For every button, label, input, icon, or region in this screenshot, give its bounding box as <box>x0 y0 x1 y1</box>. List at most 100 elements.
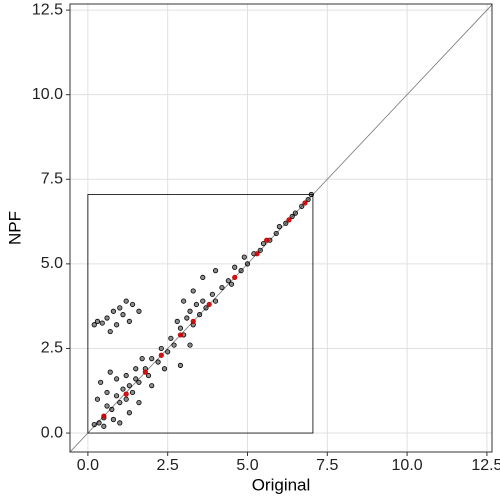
point <box>241 254 247 260</box>
point <box>161 366 168 372</box>
point <box>158 345 164 352</box>
point <box>206 301 212 308</box>
point <box>136 308 142 314</box>
point <box>283 220 289 226</box>
point <box>257 247 263 253</box>
point <box>286 217 292 223</box>
point <box>104 403 110 409</box>
point <box>171 342 177 348</box>
point <box>260 240 267 247</box>
point <box>99 320 105 326</box>
y-tick-label: 0.0 <box>41 424 63 441</box>
x-axis-title: Original <box>252 475 311 494</box>
point <box>273 230 279 237</box>
point <box>126 318 132 324</box>
point <box>91 322 97 328</box>
point <box>114 376 120 382</box>
point <box>158 352 164 358</box>
point <box>225 278 231 284</box>
point <box>149 356 155 362</box>
point <box>117 399 123 406</box>
point <box>200 274 206 281</box>
point <box>145 372 152 379</box>
box <box>87 194 314 434</box>
point <box>123 298 129 304</box>
point <box>197 312 203 318</box>
point <box>177 332 184 338</box>
point <box>219 284 225 291</box>
point <box>200 298 206 304</box>
point <box>264 237 270 243</box>
point <box>302 200 308 206</box>
y-tick-label: 12.5 <box>32 1 63 18</box>
point <box>184 315 190 321</box>
point <box>187 308 193 314</box>
point <box>126 383 132 389</box>
y-axis-title: NPF <box>5 211 24 245</box>
point <box>155 359 161 365</box>
point <box>109 406 115 412</box>
point <box>174 318 180 324</box>
point <box>98 379 104 385</box>
point <box>120 312 126 318</box>
point <box>190 288 196 294</box>
point <box>110 308 117 314</box>
point <box>190 318 196 324</box>
point <box>254 251 260 257</box>
point <box>104 389 110 396</box>
point <box>129 301 136 308</box>
point <box>133 366 139 372</box>
x-tick-label: 0.0 <box>77 457 99 474</box>
point <box>232 274 238 281</box>
point <box>104 315 110 321</box>
point <box>289 213 295 220</box>
point <box>101 423 107 429</box>
point <box>94 318 101 324</box>
point <box>107 369 113 375</box>
point <box>238 268 244 274</box>
point <box>114 393 120 399</box>
y-tick-label: 10.0 <box>32 86 63 103</box>
point <box>187 342 193 348</box>
x-tick-label: 2.5 <box>157 457 179 474</box>
point <box>123 391 129 397</box>
point <box>209 291 215 297</box>
x-tick-label: 5.0 <box>236 457 258 474</box>
x-tick-label: 12.5 <box>471 457 500 474</box>
point <box>136 379 142 385</box>
point <box>94 396 101 402</box>
point <box>203 305 209 311</box>
point <box>299 203 305 209</box>
point <box>149 383 155 389</box>
point <box>276 224 283 230</box>
point <box>177 325 184 331</box>
panel-border <box>69 3 493 453</box>
point <box>129 389 136 396</box>
point <box>117 305 123 311</box>
point <box>305 196 311 203</box>
y-tick-label: 5.0 <box>41 255 63 272</box>
point <box>91 421 97 428</box>
point <box>117 420 123 426</box>
point <box>228 281 235 287</box>
point <box>123 396 129 402</box>
point <box>133 376 139 382</box>
point <box>181 298 187 304</box>
x-tick-label: 10.0 <box>392 457 423 474</box>
point <box>126 410 132 416</box>
point <box>139 356 145 362</box>
point <box>168 335 174 341</box>
point <box>165 349 171 355</box>
point <box>232 264 238 270</box>
point <box>136 399 142 406</box>
x-tick-label: 7.5 <box>316 457 338 474</box>
point <box>123 372 129 379</box>
point <box>292 210 298 216</box>
point <box>110 416 117 423</box>
point <box>142 369 148 375</box>
y-tick-label: 2.5 <box>41 340 63 357</box>
y-tick-label: 7.5 <box>41 170 63 187</box>
point <box>101 413 107 419</box>
point <box>308 191 314 198</box>
